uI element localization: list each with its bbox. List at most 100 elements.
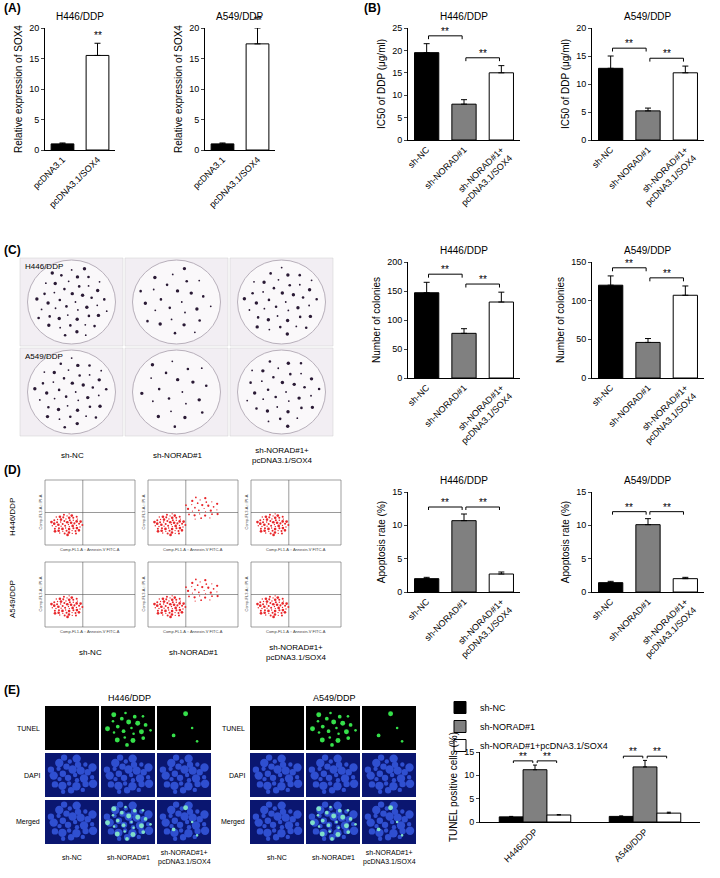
svg-text:A549/DDP: A549/DDP [624, 245, 672, 256]
svg-text:sh-NORAD#1: sh-NORAD#1 [607, 597, 653, 643]
svg-text:Apoptosis rate (%): Apoptosis rate (%) [376, 501, 387, 583]
svg-text:A549/DDP: A549/DDP [8, 580, 17, 618]
svg-text:DAPI: DAPI [24, 772, 40, 779]
svg-text:0: 0 [397, 373, 402, 383]
svg-text:Number of colonies: Number of colonies [555, 277, 566, 363]
svg-text:sh-NORAD#1: sh-NORAD#1 [423, 145, 469, 191]
svg-text:0: 0 [581, 373, 586, 383]
svg-text:**: ** [663, 268, 671, 279]
svg-text:sh-NORAD#1+pcDNA3.1/SOX4: sh-NORAD#1+pcDNA3.1/SOX4 [158, 849, 211, 866]
svg-text:sh-NC: sh-NC [590, 596, 615, 621]
svg-text:Number of colonies: Number of colonies [371, 277, 382, 363]
svg-text:pcDNA3.1: pcDNA3.1 [31, 155, 67, 191]
svg-text:H446/DDP: H446/DDP [56, 11, 104, 22]
svg-text:0: 0 [581, 587, 586, 597]
svg-text:sh-NORAD#1+pcDNA3.1/SOX4: sh-NORAD#1+pcDNA3.1/SOX4 [635, 145, 698, 208]
svg-text:**: ** [441, 497, 449, 508]
svg-text:0: 0 [34, 145, 39, 155]
svg-text:**: ** [625, 38, 633, 49]
svg-text:H446/DDP: H446/DDP [108, 693, 151, 703]
svg-text:pcDNA3.1/SOX4: pcDNA3.1/SOX4 [47, 155, 102, 210]
svg-text:20: 20 [576, 23, 586, 33]
svg-text:10: 10 [576, 79, 586, 89]
svg-text:0: 0 [397, 135, 402, 145]
svg-text:Comp-FL1-A :: Annexin-V FITC-A: Comp-FL1-A :: Annexin-V FITC-A [266, 547, 326, 552]
svg-text:**: ** [254, 15, 262, 26]
svg-text:A549/DDP: A549/DDP [25, 352, 63, 361]
svg-text:**: ** [653, 746, 661, 757]
svg-text:**: ** [479, 497, 487, 508]
svg-text:Comp-FL3-A :: PI-A: Comp-FL3-A :: PI-A [244, 494, 249, 529]
svg-text:sh-NC: sh-NC [406, 144, 431, 169]
svg-text:A549/DDP: A549/DDP [313, 693, 356, 703]
svg-text:20: 20 [189, 23, 199, 33]
svg-text:sh-NORAD#1: sh-NORAD#1 [423, 383, 469, 429]
svg-text:5: 5 [581, 107, 586, 117]
svg-text:A549/DDP: A549/DDP [216, 11, 264, 22]
svg-text:15: 15 [576, 51, 586, 61]
svg-text:sh-NC: sh-NC [62, 854, 82, 861]
svg-text:Relative expression of SOX4: Relative expression of SOX4 [13, 25, 24, 153]
svg-text:5: 5 [34, 115, 39, 125]
svg-text:Comp-FL1-A :: Annexin-V FITC-A: Comp-FL1-A :: Annexin-V FITC-A [163, 547, 223, 552]
svg-text:**: ** [625, 502, 633, 513]
svg-text:10: 10 [29, 84, 39, 94]
svg-text:sh-NORAD#1+pcDNA3.1/SOX4: sh-NORAD#1+pcDNA3.1/SOX4 [266, 643, 327, 662]
svg-text:sh-NORAD#1+pcDNA3.1/SOX4: sh-NORAD#1+pcDNA3.1/SOX4 [451, 383, 514, 446]
svg-text:5: 5 [194, 115, 199, 125]
svg-text:DAPI: DAPI [229, 772, 245, 779]
svg-text:sh-NORAD#1: sh-NORAD#1 [423, 597, 469, 643]
svg-text:TUNEL positive cells (%): TUNEL positive cells (%) [448, 732, 459, 842]
svg-text:TUNEL: TUNEL [222, 725, 245, 732]
svg-text:H446/DDP: H446/DDP [502, 827, 539, 864]
svg-text:Comp-FL1-A :: Annexin-V FITC-A: Comp-FL1-A :: Annexin-V FITC-A [266, 629, 326, 634]
svg-text:5: 5 [397, 113, 402, 123]
svg-text:(B): (B) [364, 1, 381, 15]
svg-text:50: 50 [576, 334, 586, 344]
svg-text:Apoptosis rate (%): Apoptosis rate (%) [560, 501, 571, 583]
svg-text:sh-NORAD#1: sh-NORAD#1 [169, 648, 218, 657]
svg-text:0: 0 [469, 817, 474, 827]
svg-text:**: ** [441, 264, 449, 275]
svg-text:H446/DDP: H446/DDP [440, 245, 488, 256]
svg-text:0: 0 [194, 145, 199, 155]
svg-text:Merged: Merged [16, 818, 40, 826]
svg-text:20: 20 [29, 23, 39, 33]
svg-text:sh-NORAD#1: sh-NORAD#1 [153, 451, 202, 460]
svg-text:**: ** [519, 751, 527, 762]
svg-text:15: 15 [392, 68, 402, 78]
svg-text:(E): (E) [4, 683, 20, 697]
svg-text:**: ** [629, 746, 637, 757]
svg-text:sh-NORAD#1+pcDNA3.1/SOX4: sh-NORAD#1+pcDNA3.1/SOX4 [480, 741, 608, 751]
svg-text:5: 5 [397, 554, 402, 564]
svg-text:25: 25 [392, 23, 402, 33]
svg-text:(D): (D) [4, 463, 21, 477]
svg-text:Relative expression of SOX4: Relative expression of SOX4 [173, 25, 184, 153]
svg-text:**: ** [663, 48, 671, 59]
svg-text:10: 10 [576, 520, 586, 530]
svg-text:Comp-FL3-A :: PI-A: Comp-FL3-A :: PI-A [38, 494, 43, 529]
svg-text:sh-NC: sh-NC [79, 648, 102, 657]
svg-text:0: 0 [397, 587, 402, 597]
svg-text:0: 0 [581, 135, 586, 145]
svg-text:sh-NORAD#1: sh-NORAD#1 [607, 145, 653, 191]
svg-text:H446/DDP: H446/DDP [25, 262, 63, 271]
svg-text:sh-NORAD#1+pcDNA3.1/SOX4: sh-NORAD#1+pcDNA3.1/SOX4 [363, 849, 416, 866]
svg-text:10: 10 [464, 770, 474, 780]
svg-text:sh-NC: sh-NC [590, 144, 615, 169]
svg-text:100: 100 [387, 315, 402, 325]
svg-text:sh-NC: sh-NC [406, 382, 431, 407]
svg-text:15: 15 [392, 487, 402, 497]
svg-text:sh-NORAD#1+pcDNA3.1/SOX4: sh-NORAD#1+pcDNA3.1/SOX4 [635, 597, 698, 660]
svg-text:sh-NORAD#1: sh-NORAD#1 [480, 722, 535, 732]
svg-text:sh-NORAD#1: sh-NORAD#1 [607, 383, 653, 429]
svg-text:15: 15 [29, 54, 39, 64]
svg-text:Merged: Merged [221, 818, 245, 826]
svg-text:(C): (C) [4, 243, 21, 257]
svg-text:pcDNA3.1: pcDNA3.1 [191, 155, 227, 191]
svg-text:5: 5 [581, 554, 586, 564]
svg-text:TUNEL: TUNEL [17, 725, 40, 732]
svg-text:50: 50 [392, 344, 402, 354]
svg-text:IC50 of DDP (μg/ml): IC50 of DDP (μg/ml) [376, 39, 387, 129]
svg-text:Comp-FL1-A :: Annexin-V FITC-A: Comp-FL1-A :: Annexin-V FITC-A [60, 629, 120, 634]
